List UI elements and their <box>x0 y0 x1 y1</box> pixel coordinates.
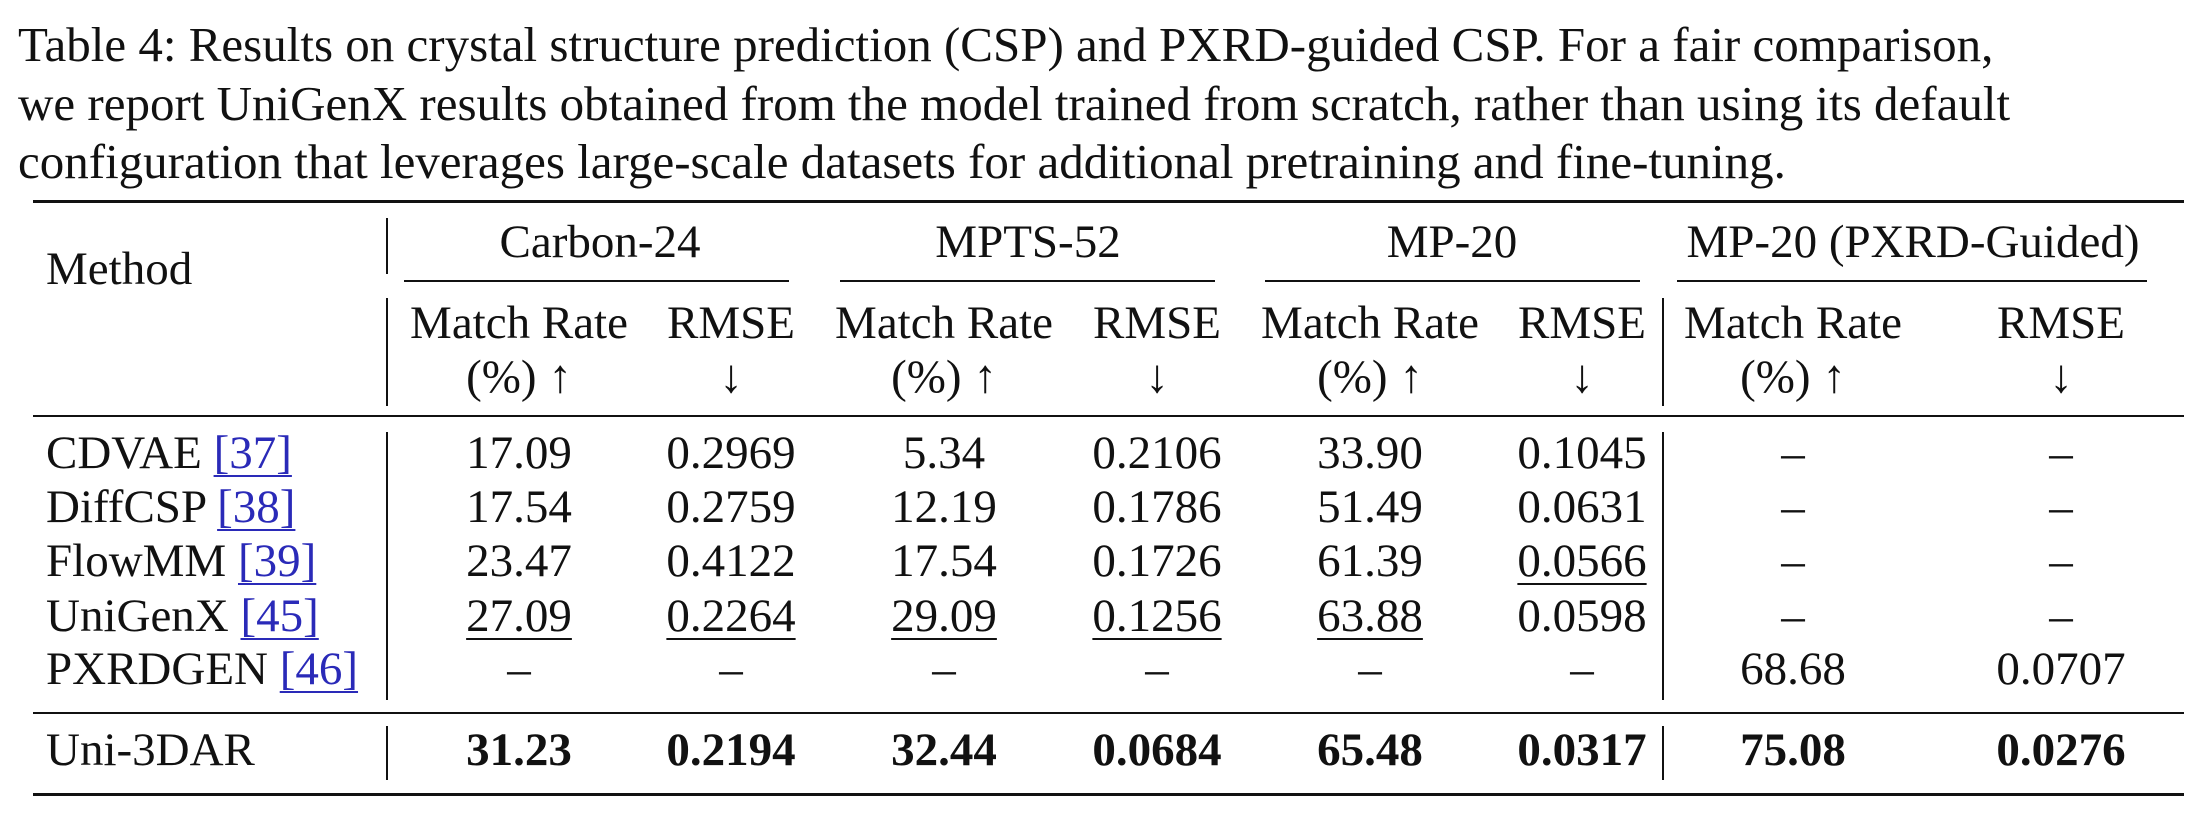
subheader-rmse: RMSE ↓ <box>1093 297 1221 403</box>
table-cell: 0.2969 <box>666 427 796 479</box>
group-rule-mp20-pxrd <box>1677 280 2147 282</box>
method-name: CDVAE <box>46 427 214 479</box>
table-cell: – <box>1781 590 1805 642</box>
table-cell-best: 31.23 <box>466 724 572 776</box>
table-cell-best: 75.08 <box>1740 724 1846 776</box>
group-header-mp20-pxrd: MP-20 (PXRD-Guided) <box>1686 216 2140 268</box>
bottom-rule <box>33 793 2184 796</box>
subheader-match-rate: Match Rate (%) ↑ <box>1684 297 1902 403</box>
table-cell-best: 0.0684 <box>1092 724 1222 776</box>
table-cell-best: 0.0276 <box>1996 724 2126 776</box>
group-rule-mp20 <box>1265 280 1640 282</box>
method-name: FlowMM <box>46 535 238 587</box>
pxrd-divider-sub <box>1662 298 1664 406</box>
table-cell: – <box>507 643 531 695</box>
pxrd-divider-body <box>1662 432 1664 700</box>
top-rule <box>33 200 2184 203</box>
citation-link[interactable]: [38] <box>217 481 296 533</box>
table-cell: 0.1786 <box>1092 481 1222 533</box>
table-cell: 17.54 <box>891 535 997 587</box>
table-cell: 17.54 <box>466 481 572 533</box>
table-cell: 51.49 <box>1317 481 1423 533</box>
citation-link[interactable]: [37] <box>213 427 292 479</box>
method-name: UniGenX <box>46 590 241 642</box>
table-cell: 0.2264 <box>666 590 796 642</box>
table-cell-best: 0.2194 <box>666 724 796 776</box>
table-cell: – <box>2049 590 2073 642</box>
table-cell: – <box>1570 643 1594 695</box>
caption-line-1: Table 4: Results on crystal structure pr… <box>18 17 1994 72</box>
method-divider-final <box>386 726 388 780</box>
table-cell: 0.0566 <box>1517 535 1647 587</box>
table-cell: – <box>1781 535 1805 587</box>
table-cell: 0.4122 <box>666 535 796 587</box>
method-header: Method <box>46 243 193 295</box>
table-cell: – <box>719 643 743 695</box>
table-cell: – <box>1781 481 1805 533</box>
table-cell: 0.0707 <box>1996 643 2126 695</box>
table-cell: 29.09 <box>891 590 997 642</box>
subheader-rmse: RMSE ↓ <box>1518 297 1646 403</box>
pxrd-divider-final <box>1662 726 1664 780</box>
table-cell: 0.1045 <box>1517 427 1647 479</box>
table-cell-best: 32.44 <box>891 724 997 776</box>
method-divider-head <box>386 218 388 274</box>
group-rule-carbon24 <box>404 280 789 282</box>
group-header-mp20: MP-20 <box>1386 216 1518 268</box>
method-divider-sub <box>386 298 388 406</box>
subheader-rmse: RMSE ↓ <box>1997 297 2125 403</box>
table-cell: 17.09 <box>466 427 572 479</box>
table-row-method: PXRDGEN [46] <box>46 642 358 696</box>
table-row-method: UniGenX [45] <box>46 589 319 643</box>
table-cell: 61.39 <box>1317 535 1423 587</box>
subheader-rmse: RMSE ↓ <box>667 297 795 403</box>
final-row-method: Uni-3DAR <box>46 724 255 776</box>
table-cell-best: 0.0317 <box>1517 724 1647 776</box>
group-header-mpts52: MPTS-52 <box>935 216 1121 268</box>
table-cell: – <box>1358 643 1382 695</box>
table-cell: 12.19 <box>891 481 997 533</box>
method-name: DiffCSP <box>46 481 218 533</box>
table-cell: 0.2106 <box>1092 427 1222 479</box>
table-cell: 0.1726 <box>1092 535 1222 587</box>
header-rule <box>33 415 2184 417</box>
table-cell: 0.2759 <box>666 481 796 533</box>
table-cell: – <box>2049 427 2073 479</box>
subheader-match-rate: Match Rate (%) ↑ <box>1261 297 1479 403</box>
table-cell: – <box>932 643 956 695</box>
table-cell: – <box>1781 427 1805 479</box>
table-cell: 27.09 <box>466 590 572 642</box>
table-cell: – <box>2049 535 2073 587</box>
citation-link[interactable]: [46] <box>279 643 359 695</box>
caption-line-3: configuration that leverages large-scale… <box>18 134 1786 189</box>
table-cell: 63.88 <box>1317 590 1423 642</box>
table-cell: 5.34 <box>902 427 986 479</box>
table-cell: 23.47 <box>466 535 572 587</box>
table-cell: 68.68 <box>1740 643 1846 695</box>
table-caption: Table 4: Results on crystal structure pr… <box>18 16 2188 192</box>
mid-rule <box>33 712 2184 714</box>
table-cell: 33.90 <box>1317 427 1423 479</box>
subheader-match-rate: Match Rate (%) ↑ <box>410 297 628 403</box>
caption-line-2: we report UniGenX results obtained from … <box>18 75 2011 131</box>
group-header-carbon24: Carbon-24 <box>499 216 701 268</box>
table-cell: 0.0631 <box>1517 481 1647 533</box>
table-row-method: CDVAE [37] <box>46 426 292 480</box>
table-cell: – <box>1145 643 1169 695</box>
table-cell: 0.0598 <box>1517 590 1647 642</box>
table-cell: – <box>2049 481 2073 533</box>
citation-link[interactable]: [45] <box>240 590 319 642</box>
table-row-method: FlowMM [39] <box>46 534 316 588</box>
table-row-method: DiffCSP [38] <box>46 480 295 534</box>
table-cell-best: 65.48 <box>1317 724 1423 776</box>
subheader-match-rate: Match Rate (%) ↑ <box>835 297 1053 403</box>
citation-link[interactable]: [39] <box>237 535 317 587</box>
group-rule-mpts52 <box>840 280 1215 282</box>
method-name: PXRDGEN <box>46 643 280 695</box>
method-divider-body <box>386 432 388 700</box>
table-cell: 0.1256 <box>1092 590 1222 642</box>
